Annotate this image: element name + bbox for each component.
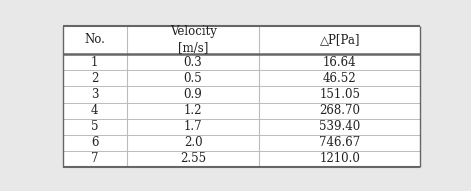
Text: 16.64: 16.64 (323, 56, 357, 69)
Text: △P[Pa]: △P[Pa] (319, 33, 360, 46)
Text: 0.5: 0.5 (184, 72, 203, 85)
Text: 1.2: 1.2 (184, 104, 203, 117)
Text: 1210.0: 1210.0 (319, 152, 360, 165)
Text: 268.70: 268.70 (319, 104, 360, 117)
Text: Velocity
[m/s]: Velocity [m/s] (170, 25, 217, 54)
Text: 7: 7 (91, 152, 98, 165)
Text: 2.0: 2.0 (184, 136, 203, 149)
Text: 3: 3 (91, 88, 98, 101)
Text: 2.55: 2.55 (180, 152, 206, 165)
Text: 5: 5 (91, 120, 98, 133)
Text: 539.40: 539.40 (319, 120, 360, 133)
Text: No.: No. (84, 33, 105, 46)
Text: 6: 6 (91, 136, 98, 149)
Text: 0.9: 0.9 (184, 88, 203, 101)
Text: 1: 1 (91, 56, 98, 69)
Text: 1.7: 1.7 (184, 120, 203, 133)
Text: 46.52: 46.52 (323, 72, 357, 85)
Text: 0.3: 0.3 (184, 56, 203, 69)
Text: 746.67: 746.67 (319, 136, 360, 149)
Text: 2: 2 (91, 72, 98, 85)
Text: 4: 4 (91, 104, 98, 117)
Text: 151.05: 151.05 (319, 88, 360, 101)
